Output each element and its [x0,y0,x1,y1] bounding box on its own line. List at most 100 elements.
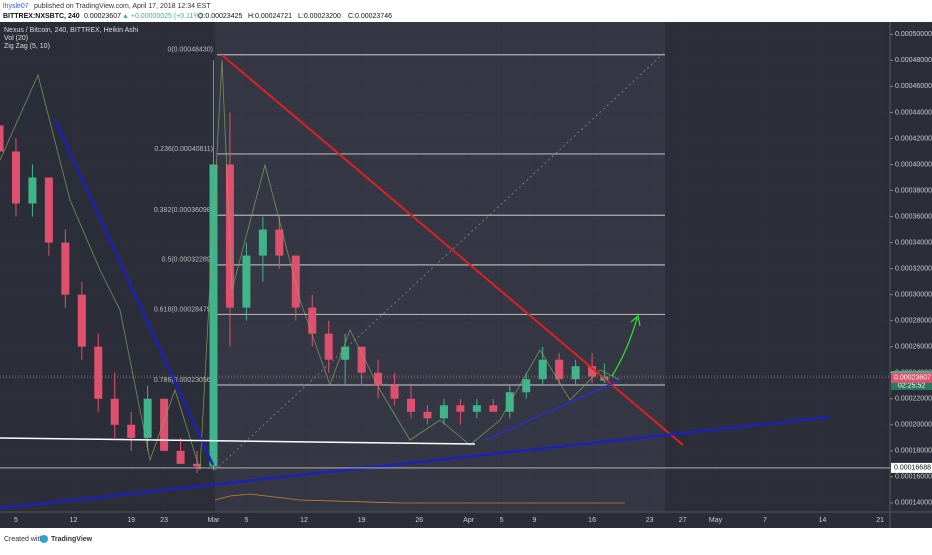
candle-body [571,366,580,380]
y-tick-label: 0.00026000 [895,344,932,351]
candle-body [242,255,251,308]
arrow [611,314,641,377]
x-tick-label: 19 [127,517,135,524]
candle-body [472,405,481,412]
price-tag [891,372,932,383]
candle-body [423,411,432,419]
candle-body [456,405,465,412]
y-tick-label: 0.00030000 [895,291,932,298]
fib-diagonal [214,51,666,471]
x-tick-label: Apr [463,517,475,524]
candle-body [505,392,514,412]
candle-body [357,346,366,373]
y-tick-label: 0.00038000 [895,187,932,194]
candle-body [555,359,564,380]
x-tick-label: 5 [244,517,248,524]
fib-label: 0.236(0.00040811) [154,146,213,153]
candle-body [176,450,185,464]
fib-label: 0.786(0.00023056) [154,377,213,384]
candle-body [94,346,103,399]
trend-line-red [221,54,684,446]
legend-entry: Nexus / Bitcoin, 240, BITTREX, Heikin As… [4,27,139,34]
x-tick-label: Mar [207,517,220,524]
published: published on TradingView.com, April 17, … [34,3,211,10]
candle-body [275,229,284,256]
x-tick-label: May [709,517,723,524]
candle-body [44,177,53,243]
fib-label: 0.382(0.00036098) [154,207,213,214]
x-tick-label: 12 [300,517,308,524]
countdown: 02:25:52 [898,382,925,389]
x-tick-label: 5 [500,517,504,524]
candle-body [489,405,498,412]
candle-body [538,359,547,380]
footer-bg [0,528,932,550]
candle-body [324,333,333,360]
candle-body [28,177,37,204]
x-tick-label: 16 [588,517,596,524]
price-tag-label: 0.00016688 [894,465,931,472]
last: 0.00023607 [84,13,121,20]
price-tag [891,462,932,473]
trend-line-blue [53,119,215,466]
y-tick-label: 0.00028000 [895,318,932,325]
x-tick-label: 12 [70,517,78,524]
candle-body [143,398,152,438]
support-line [0,437,476,445]
high: H:0.00024721 [248,13,292,20]
change: ▲ +0.00000025 (+0.11%) [122,13,202,20]
close: C:0.00023746 [348,13,392,20]
candle-body [407,398,416,412]
x-tick-label: 21 [876,517,884,524]
legend-entry: Vol (20) [4,35,28,42]
candle-body [61,242,70,295]
candle-body [209,164,218,467]
candle-body [341,346,350,360]
y-tick-label: 0.00016000 [895,474,932,481]
candle-body [77,294,86,347]
projection-area [215,22,665,512]
trend-line-blue [484,379,621,441]
y-tick-label: 0.00046000 [895,83,932,90]
candle-body [110,398,119,425]
quote-line: BITTREX:NXSBTC, 240 0.00023607 ▲ +0.0000… [3,13,392,20]
x-tick-label: 23 [646,517,654,524]
candle-body [193,463,202,467]
candle-body [160,398,169,451]
y-tick-label: 0.00044000 [895,109,932,116]
x-tick-label: 19 [358,517,366,524]
volume-line [214,493,625,504]
candle-body [390,385,399,399]
y-tick-label: 0.00036000 [895,213,932,220]
price-tag-label: 0.00023607 [894,375,931,382]
y-tick-label: 0.00018000 [895,448,932,455]
x-tick-label: 14 [819,517,827,524]
x-tick-label: 23 [160,517,168,524]
y-tick-label: 0.00050000 [895,31,932,38]
candle-body [439,405,448,419]
symbol: BITTREX:NXSBTC, 240 [3,13,80,20]
logo [40,535,48,543]
candle-body [374,372,383,386]
x-tick-label: 7 [763,517,767,524]
x-tick-label: 9 [533,517,537,524]
x-tick-label: 5 [14,517,18,524]
candle-body [0,125,4,152]
candle-body [258,229,267,256]
footer-brand: TradingView [51,536,93,543]
candle-body [308,307,317,334]
x-tick-label: 27 [679,517,687,524]
legend-entry: Zig Zag (5, 10) [4,43,50,50]
y-tick-label: 0.00034000 [895,239,932,246]
author: lhysle07 [3,3,29,10]
fib-label: 0.5(0.00032289) [162,257,213,264]
open: O:0.00023425 [198,13,242,20]
y-tick-label: 0.00014000 [895,500,932,507]
candle-body [522,379,531,393]
fib-label: 0(0.00048430) [167,47,213,54]
x-tick-label: 26 [415,517,423,524]
y-tick-label: 0.00040000 [895,161,932,168]
y-tick-label: 0.00022000 [895,396,932,403]
zigzag [0,59,621,471]
